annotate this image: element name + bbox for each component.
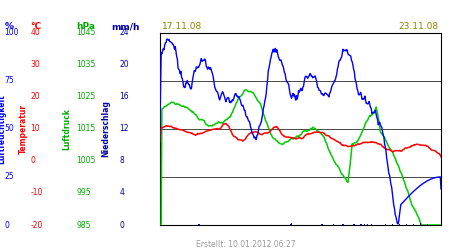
Bar: [321, 224, 322, 225]
Bar: [427, 224, 428, 225]
Text: Erstellt: 10.01.2012 06:27: Erstellt: 10.01.2012 06:27: [196, 240, 295, 249]
Text: mm/h: mm/h: [112, 22, 140, 31]
Text: 100: 100: [4, 28, 19, 37]
Text: hPa: hPa: [76, 22, 95, 31]
Bar: [199, 224, 200, 225]
Text: 20: 20: [31, 92, 40, 101]
Text: 30: 30: [31, 60, 40, 69]
Text: 17.11.08: 17.11.08: [162, 22, 202, 31]
Bar: [399, 224, 400, 225]
Text: 12: 12: [119, 124, 129, 133]
Bar: [199, 224, 200, 225]
Bar: [360, 224, 361, 225]
Text: 1045: 1045: [76, 28, 96, 37]
Text: 50: 50: [4, 124, 14, 133]
Text: 8: 8: [119, 156, 124, 165]
Text: Luftdruck: Luftdruck: [62, 108, 71, 150]
Text: -10: -10: [31, 188, 43, 198]
Text: 4: 4: [119, 188, 124, 198]
Bar: [322, 224, 323, 225]
Bar: [198, 224, 199, 225]
Bar: [334, 224, 335, 225]
Text: 1025: 1025: [76, 92, 96, 101]
Text: 0: 0: [31, 156, 36, 165]
Text: 0: 0: [119, 220, 124, 230]
Text: -20: -20: [31, 220, 43, 230]
Bar: [367, 224, 368, 225]
Bar: [420, 223, 421, 225]
Bar: [333, 224, 334, 225]
Text: 1015: 1015: [76, 124, 96, 133]
Text: 75: 75: [4, 76, 14, 85]
Text: 10: 10: [31, 124, 40, 133]
Bar: [291, 223, 292, 225]
Text: 16: 16: [119, 92, 129, 101]
Bar: [413, 224, 414, 225]
Text: 20: 20: [119, 60, 129, 69]
Text: 23.11.08: 23.11.08: [399, 22, 439, 31]
Text: 25: 25: [4, 172, 14, 182]
Text: 985: 985: [76, 220, 91, 230]
Bar: [290, 224, 292, 225]
Text: Niederschlag: Niederschlag: [101, 100, 110, 157]
Text: 995: 995: [76, 188, 91, 198]
Text: %: %: [4, 22, 13, 31]
Text: 24: 24: [119, 28, 129, 37]
Bar: [371, 224, 372, 225]
Bar: [392, 224, 393, 225]
Bar: [378, 224, 379, 225]
Text: Luftfeuchtigkeit: Luftfeuchtigkeit: [0, 94, 7, 164]
Bar: [354, 224, 355, 225]
Text: 1005: 1005: [76, 156, 96, 165]
Text: 1035: 1035: [76, 60, 96, 69]
Bar: [406, 224, 407, 225]
Bar: [385, 224, 386, 225]
Text: °C: °C: [31, 22, 42, 31]
Bar: [342, 224, 343, 225]
Text: 0: 0: [4, 220, 9, 230]
Text: 40: 40: [31, 28, 40, 37]
Bar: [333, 224, 334, 225]
Text: Temperatur: Temperatur: [19, 104, 28, 154]
Bar: [290, 224, 291, 225]
Bar: [361, 224, 362, 225]
Bar: [353, 224, 354, 225]
